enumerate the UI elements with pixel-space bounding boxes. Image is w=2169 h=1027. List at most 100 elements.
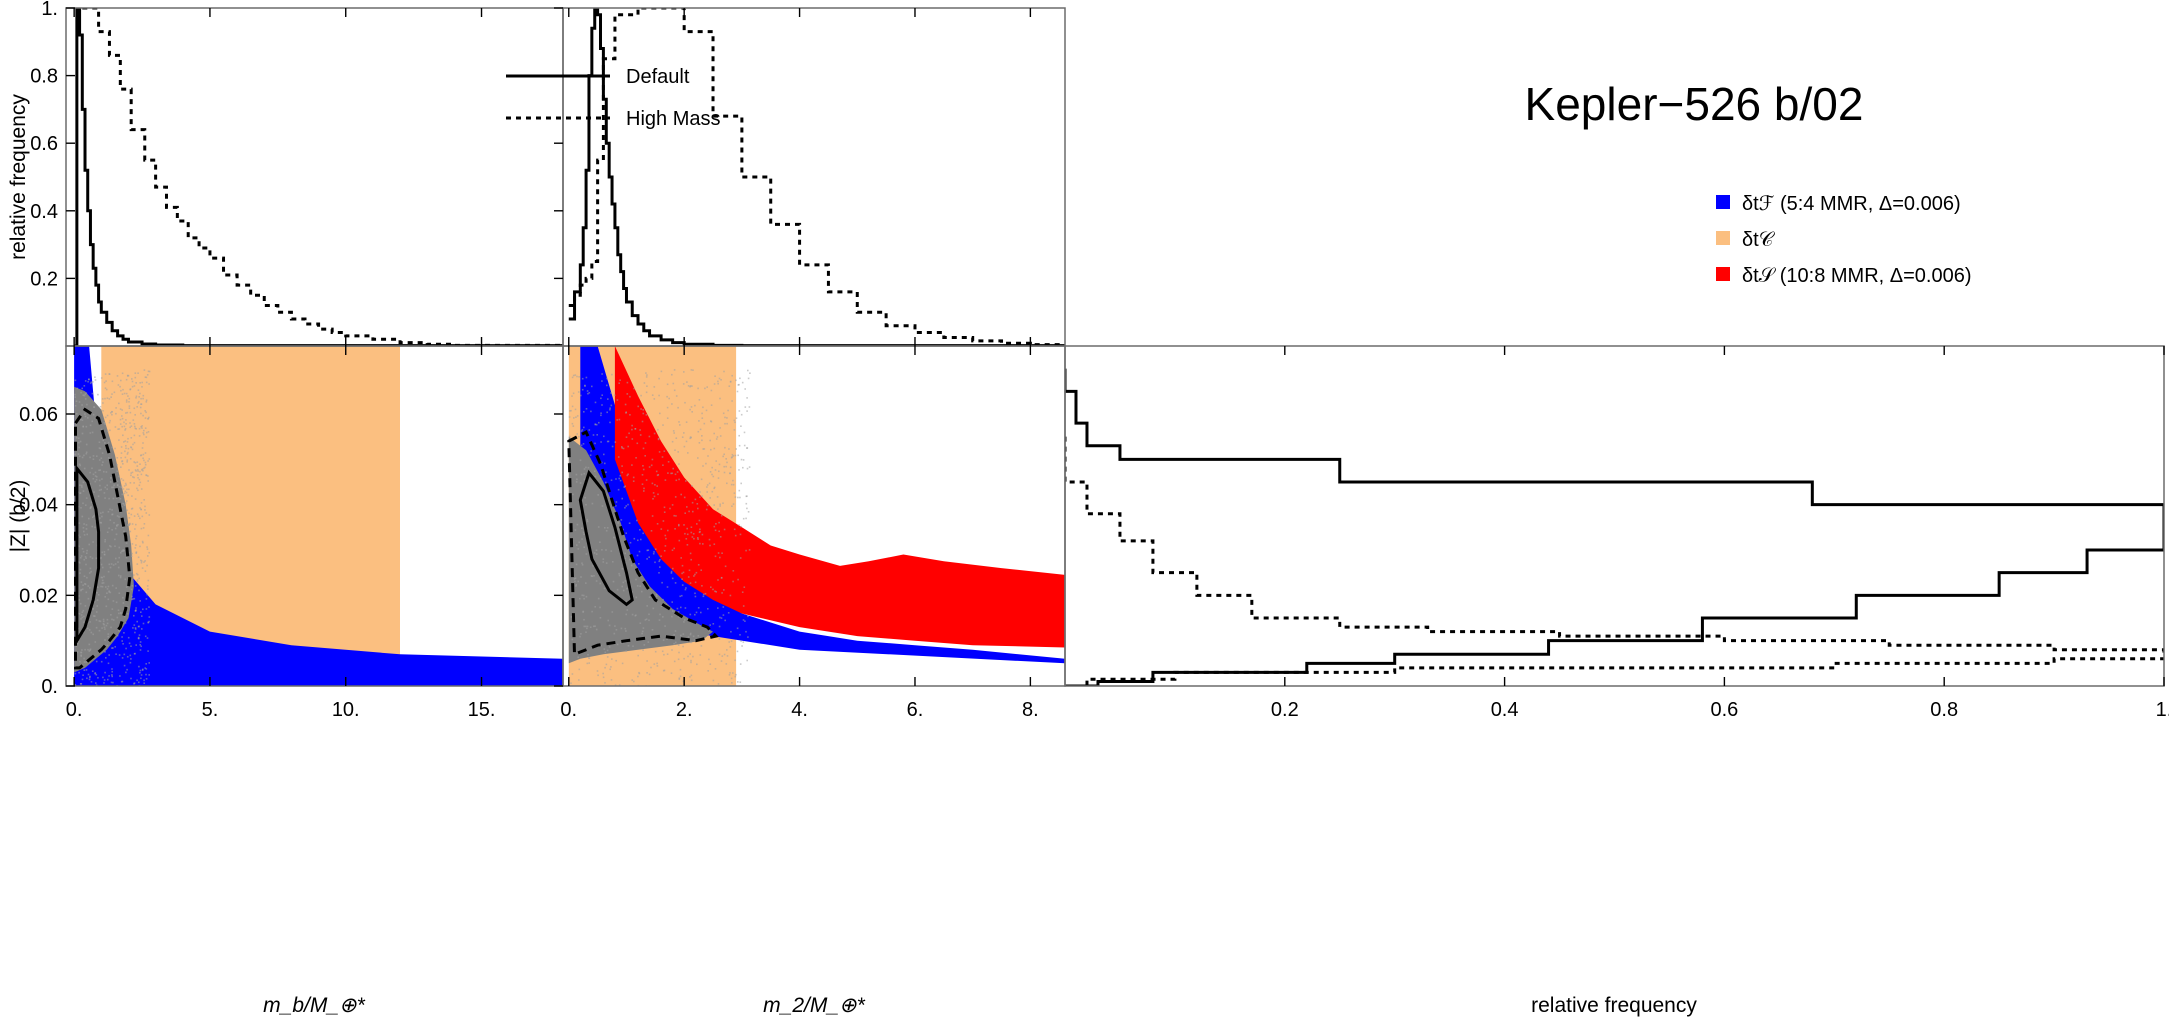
- scatter-mb-scatter-point: [80, 651, 83, 654]
- scatter-mb-scatter-point: [110, 614, 112, 616]
- scatter-mb-scatter-point: [134, 498, 137, 500]
- scatter-m2-scatter-point: [642, 627, 645, 629]
- scatter-mb-scatter-point: [80, 507, 82, 509]
- scatter-mb-y-ticks: 0.0.020.040.06: [19, 404, 563, 698]
- scatter-m2-scatter-point: [613, 632, 616, 635]
- scatter-mb-scatter-point: [117, 561, 119, 563]
- scatter-mb-scatter-point: [139, 406, 142, 409]
- scatter-m2-scatter-point: [605, 549, 607, 551]
- scatter-mb-scatter-point: [118, 439, 120, 441]
- scatter-m2-scatter-point: [603, 648, 606, 650]
- scatter-mb-scatter-point: [129, 458, 132, 460]
- scatter-mb-scatter-point: [117, 384, 120, 386]
- scatter-m2-scatter-point: [678, 524, 680, 527]
- scatter-mb-scatter-point: [92, 478, 95, 480]
- scatter-m2-scatter-point: [698, 399, 701, 401]
- scatter-mb-scatter-point: [101, 452, 104, 454]
- scatter-mb-scatter-point: [109, 545, 111, 547]
- scatter-m2-scatter-point: [692, 635, 695, 638]
- scatter-mb-scatter-point: [148, 620, 150, 623]
- scatter-m2-scatter-point: [653, 663, 656, 665]
- scatter-mb-scatter-point: [106, 488, 108, 490]
- scatter-m2-scatter-point: [730, 630, 732, 633]
- scatter-m2-scatter-point: [627, 645, 630, 647]
- scatter-mb-scatter-point: [104, 539, 106, 541]
- legend-default-label: Default: [626, 66, 690, 88]
- figure-title: Kepler−526 b/02: [1525, 78, 1864, 130]
- scatter-m2-scatter-point: [684, 532, 686, 535]
- scatter-mb-scatter-point: [133, 682, 135, 685]
- scatter-mb-scatter-point: [139, 671, 141, 674]
- scatter-mb-scatter-point: [125, 447, 127, 450]
- scatter-m2-scatter-point: [623, 486, 626, 488]
- scatter-m2-scatter-point: [601, 549, 603, 551]
- scatter-mb-scatter-point: [105, 388, 108, 391]
- scatter-mb-scatter-point: [135, 572, 138, 575]
- scatter-m2-scatter-point: [631, 424, 633, 427]
- scatter-mb-scatter-point: [101, 464, 103, 466]
- scatter-m2-scatter-point: [583, 625, 586, 628]
- scatter-mb-scatter-point: [142, 397, 144, 400]
- scatter-mb-scatter-point: [125, 586, 128, 588]
- scatter-mb-scatter-point: [85, 528, 88, 530]
- scatter-m2-scatter-point: [571, 673, 574, 675]
- scatter-mb-scatter-point: [126, 441, 129, 443]
- legend-orange-label: δt𝒞: [1742, 229, 1776, 251]
- scatter-m2-scatter-point: [604, 527, 606, 529]
- scatter-m2-scatter-point: [739, 663, 742, 665]
- scatter-m2-scatter-point: [709, 624, 711, 626]
- scatter-mb-scatter-point: [84, 415, 87, 418]
- scatter-mb-scatter-point: [124, 482, 127, 485]
- scatter-mb-scatter-point: [101, 582, 104, 584]
- scatter-mb-scatter-point: [78, 545, 80, 548]
- scatter-m2-scatter-point: [713, 525, 716, 528]
- scatter-m2-scatter-point: [635, 578, 637, 581]
- scatter-mb-scatter-point: [144, 452, 147, 454]
- scatter-m2-scatter-point: [580, 473, 583, 476]
- scatter-m2-scatter-point: [735, 448, 737, 450]
- scatter-mb-scatter-point: [97, 677, 99, 679]
- scatter-m2-scatter-point: [683, 621, 685, 623]
- scatter-mb-scatter-point: [98, 469, 100, 472]
- scatter-m2-scatter-point: [621, 585, 623, 588]
- scatter-m2-scatter-point: [694, 592, 696, 595]
- scatter-m2-scatter-point: [722, 606, 725, 608]
- scatter-m2-scatter-point: [698, 519, 701, 522]
- scatter-mb-scatter-point: [118, 556, 120, 559]
- scatter-mb-scatter-point: [100, 488, 102, 491]
- scatter-mb-scatter-point: [141, 468, 144, 470]
- scatter-m2-scatter-point: [714, 469, 717, 471]
- scatter-m2-xtick-label: 2.: [676, 699, 693, 721]
- scatter-mb-scatter-point: [88, 517, 90, 520]
- scatter-mb-scatter-point: [85, 452, 88, 455]
- scatter-mb-scatter-point: [137, 556, 140, 559]
- scatter-m2-scatter-point: [720, 577, 723, 579]
- scatter-m2-scatter-point: [743, 586, 746, 588]
- scatter-m2-scatter-point: [719, 616, 721, 619]
- scatter-mb-scatter-point: [87, 380, 89, 383]
- scatter-mb-scatter-point: [126, 459, 129, 461]
- scatter-mb-scatter-point: [148, 616, 151, 618]
- scatter-mb-scatter-point: [133, 441, 136, 444]
- scatter-mb-scatter-point: [117, 566, 120, 569]
- scatter-m2-scatter-point: [684, 588, 687, 591]
- scatter-mb-scatter-point: [136, 620, 138, 623]
- scatter-m2-scatter-point: [576, 544, 578, 546]
- scatter-m2-scatter-point: [660, 555, 662, 557]
- scatter-mb-scatter-point: [136, 579, 139, 581]
- scatter-m2-scatter-point: [658, 619, 661, 621]
- scatter-mb-scatter-point: [131, 378, 133, 380]
- scatter-m2-scatter-point: [717, 607, 719, 609]
- scatter-m2-scatter-point: [692, 655, 694, 658]
- scatter-m2-scatter-point: [599, 606, 601, 609]
- scatter-mb-scatter-point: [90, 570, 92, 573]
- hist-Z-xtick-label: 0.6: [1710, 699, 1738, 721]
- scatter-m2-scatter-point: [701, 417, 704, 419]
- scatter-mb-scatter-point: [91, 607, 94, 610]
- scatter-mb-scatter-point: [111, 513, 113, 516]
- scatter-m2-scatter-point: [735, 673, 737, 676]
- scatter-m2-scatter-point: [646, 660, 648, 662]
- scatter-m2-scatter-point: [690, 526, 693, 528]
- scatter-mb-scatter-point: [122, 463, 124, 465]
- hist-Z-x-ticks: 0.20.40.60.81.: [1271, 346, 2169, 721]
